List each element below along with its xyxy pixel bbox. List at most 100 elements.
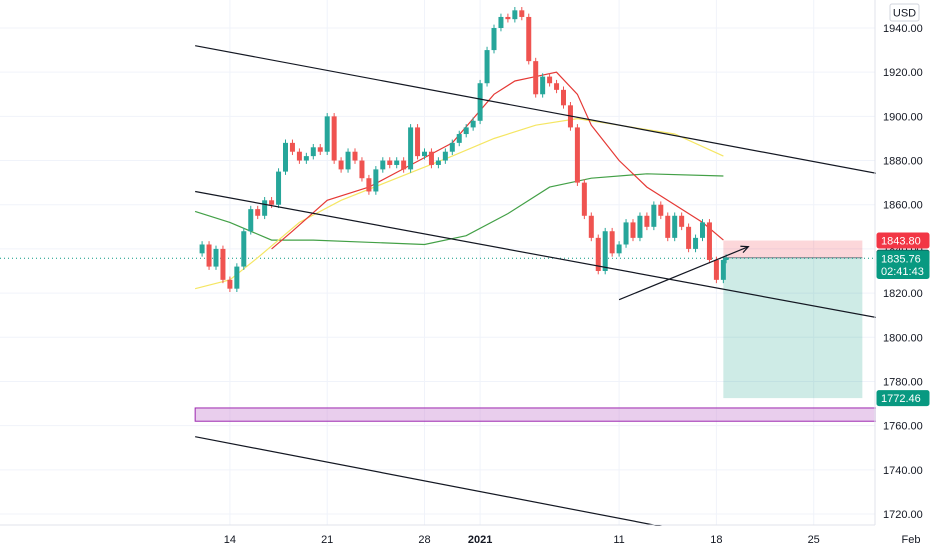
candle-up [449, 142, 455, 152]
price-tag-stop-loss [876, 232, 930, 249]
candle-down [505, 16, 511, 20]
candle-up [720, 259, 726, 280]
candle-up [380, 160, 386, 170]
y-tick-label: 1720.00 [883, 509, 923, 521]
moving-averages [194, 71, 724, 290]
x-tick-label: Feb [902, 534, 921, 546]
y-tick-label: 1860.00 [883, 200, 923, 212]
candle-up [616, 244, 622, 254]
candle-down [686, 226, 692, 249]
x-tick-label: 28 [418, 534, 430, 546]
x-tick-label: 25 [808, 534, 820, 546]
candle-down [554, 83, 560, 90]
candle-down [609, 231, 615, 254]
candle-up [213, 248, 219, 267]
candle-down [359, 160, 365, 179]
x-tick-label: 14 [224, 534, 236, 546]
candle-down [206, 244, 212, 267]
purple-zone [194, 407, 898, 422]
take-profit-zone [723, 257, 863, 399]
candle-up [262, 200, 268, 216]
candle-up [723, 257, 729, 260]
y-tick-label: 1740.00 [883, 465, 923, 477]
candle-down [706, 222, 712, 260]
x-tick-label: 2021 [468, 534, 492, 546]
candle-up [394, 160, 400, 165]
candle-down [713, 259, 719, 280]
candle-up [283, 142, 288, 172]
candle-down [220, 248, 226, 280]
ma-green-line [194, 173, 724, 246]
candle-down [317, 147, 323, 152]
currency-box [889, 3, 920, 22]
candle-down [526, 16, 532, 62]
candle-up [602, 231, 608, 271]
candle-up [248, 209, 254, 232]
candles [199, 7, 729, 292]
candle-down [588, 215, 594, 238]
trendline [195, 45, 932, 185]
candle-up [276, 171, 282, 205]
candle-up [422, 151, 427, 157]
arrow-head [740, 245, 750, 254]
candle-up [651, 204, 657, 227]
candle-down [630, 222, 636, 238]
candle-up [693, 237, 699, 249]
candle-down [338, 160, 344, 170]
candle-up [442, 151, 448, 161]
y-tick-label: 1900.00 [883, 111, 923, 123]
trendlines [195, 45, 932, 533]
candle-up [463, 127, 469, 135]
y-tick-label: 1920.00 [883, 67, 923, 79]
candle-down [387, 160, 393, 165]
candle-up [700, 222, 705, 238]
y-tick-label: 1800.00 [883, 332, 923, 344]
candle-down [352, 151, 358, 161]
y-tick-label: 1820.00 [883, 288, 923, 300]
x-tick-label: 18 [710, 534, 722, 546]
y-tick-label: 1780.00 [883, 376, 923, 388]
y-tick-label: 1760.00 [883, 421, 923, 433]
candle-up [310, 147, 316, 157]
y-tick-label: 1880.00 [883, 156, 923, 168]
candle-down [658, 204, 664, 216]
candle-down [581, 182, 587, 216]
y-tick-label: 1940.00 [883, 23, 923, 35]
trendline [195, 190, 932, 329]
price-tag-label-stop-loss: 1843.80 [881, 236, 921, 248]
price-tag-take-profit [876, 390, 930, 407]
candle-down [366, 178, 372, 192]
candle-up [435, 160, 441, 165]
candle-up [637, 215, 643, 238]
stop-loss-zone [723, 240, 863, 258]
candle-down [296, 151, 302, 161]
candle-down [227, 279, 233, 289]
candle-down [331, 116, 337, 161]
candle-down [415, 127, 421, 157]
candle-up [540, 76, 546, 95]
candle-down [547, 76, 553, 84]
candle-down [428, 151, 434, 165]
zones [0, 240, 898, 422]
candle-up [512, 10, 518, 20]
x-tick-label: 11 [613, 534, 624, 546]
price-tag-label-countdown: 02:41:43 [881, 266, 924, 278]
candle-down [644, 215, 650, 227]
candle-up [373, 169, 379, 192]
price-tag-countdown [876, 263, 930, 279]
candle-up [199, 244, 205, 254]
candle-down [519, 10, 525, 17]
time-axis-panel [0, 526, 932, 550]
candle-down [401, 160, 407, 170]
arrow-line [618, 246, 749, 301]
candle-down [665, 215, 671, 238]
candle-up [241, 231, 247, 267]
candle-up [324, 116, 330, 152]
trendline [195, 436, 689, 533]
candle-up [345, 151, 351, 170]
candle-down [574, 127, 580, 183]
currency-label: USD [893, 8, 916, 20]
candle-down [255, 209, 261, 216]
